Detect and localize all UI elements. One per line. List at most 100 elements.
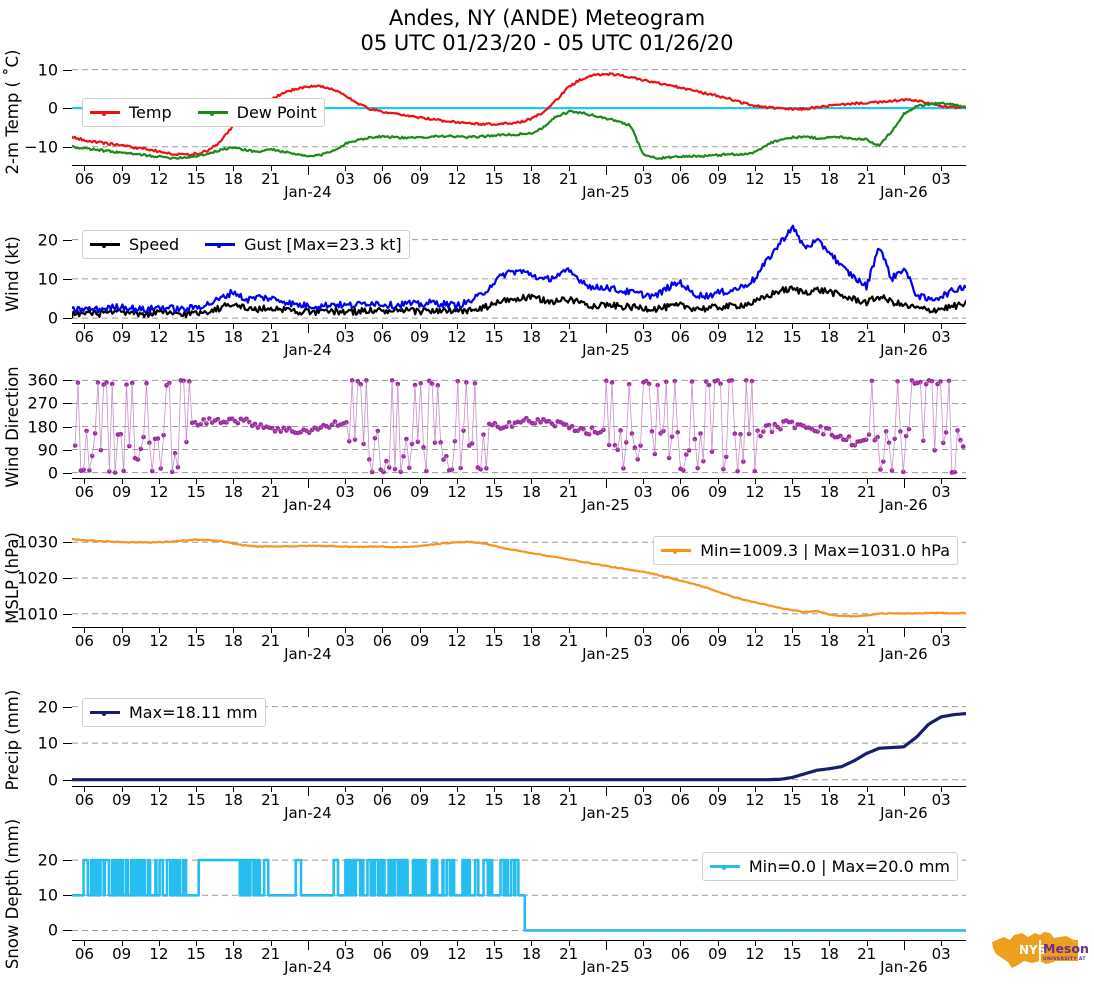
x-tick-hour-label: 03 (931, 945, 951, 963)
legend-precip[interactable]: Max=18.11 mm (82, 698, 266, 727)
plot-area-wind (72, 224, 966, 324)
x-tick-hour-label: 06 (372, 632, 392, 650)
x-tick-mark (643, 166, 645, 171)
x-tick-day-label: Jan-26 (880, 496, 928, 514)
panel-temperature: 2-m Temp ( ˚C) 10 0 −10 06 09 12 15 18 21 Jan-24 03… (0, 50, 1094, 208)
x-tick-mark (270, 324, 272, 329)
legend-mslp[interactable]: Min=1009.3 | Max=1031.0 hPa (653, 536, 958, 565)
y-axis-label-snow-depth: Snow Depth (mm) (3, 818, 22, 969)
x-tick-mark (903, 941, 905, 950)
y-tick-label: 20 (37, 230, 58, 250)
legend-wind[interactable]: Speed Gust [Max=23.3 kt] (82, 230, 410, 259)
x-tick-hour-label: 21 (261, 945, 281, 963)
x-tick-mark (717, 166, 719, 171)
x-tick-hour-label: 12 (149, 170, 169, 188)
x-tick-hour-label: 21 (261, 328, 281, 346)
x-tick-mark (233, 166, 235, 171)
x-tick-mark (568, 324, 570, 329)
x-tick-mark (941, 787, 943, 792)
y-tick-mark (63, 69, 72, 71)
x-tick-hour-label: 03 (335, 328, 355, 346)
y-tick-label: 1010 (17, 604, 58, 624)
x-tick-mark (419, 628, 421, 633)
x-tick-hour-label: 15 (782, 170, 802, 188)
y-tick-mark (63, 426, 72, 428)
x-tick-hour-label: 09 (410, 170, 430, 188)
x-tick-day-label: Jan-26 (880, 645, 928, 663)
x-tick-mark (307, 787, 309, 796)
logo-tagline-text: UNIVERSITY AT ALBANY (1043, 956, 1088, 962)
x-tick-mark (121, 787, 123, 792)
y-tick-label: 180 (27, 417, 58, 436)
y-tick-label: 0 (47, 463, 58, 483)
x-tick-hour-label: 12 (447, 945, 467, 963)
legend-color-swatch (709, 865, 740, 870)
data-line (72, 224, 966, 314)
x-tick-hour-label: 15 (484, 170, 504, 188)
x-tick-hour-label: 09 (410, 328, 430, 346)
y-tick-mark (63, 706, 72, 708)
y-tick-label: 20 (37, 697, 58, 717)
x-tick-mark (866, 324, 868, 329)
x-tick-mark (84, 166, 86, 171)
x-tick-mark (158, 324, 160, 329)
x-tick-mark (345, 324, 347, 329)
x-tick-day-label: Jan-25 (582, 183, 630, 201)
x-tick-mark (792, 166, 794, 171)
x-tick-mark (531, 941, 533, 946)
x-tick-mark (233, 787, 235, 792)
x-tick-hour-label: 03 (335, 632, 355, 650)
x-tick-hour-label: 06 (372, 483, 392, 501)
x-tick-mark (158, 941, 160, 946)
x-tick-mark (196, 324, 198, 329)
x-tick-hour-label: 09 (410, 483, 430, 501)
x-tick-day-label: Jan-26 (880, 958, 928, 976)
x-tick-mark (866, 941, 868, 946)
x-tick-hour-label: 03 (931, 791, 951, 809)
series-canvas-precip (72, 706, 966, 782)
x-tick-hour-label: 12 (149, 632, 169, 650)
x-tick-mark (494, 628, 496, 633)
panel-precip: Precip (mm) 20 10 0 06 09 12 15 18 21 Jan-24 03 06 09… (0, 689, 1094, 829)
x-tick-hour-label: 09 (112, 791, 132, 809)
x-tick-hour-label: 15 (186, 632, 206, 650)
x-tick-hour-label: 15 (484, 483, 504, 501)
x-tick-day-label: Jan-25 (582, 804, 630, 822)
y-tick-label: 360 (27, 370, 58, 390)
x-tick-mark (792, 324, 794, 329)
logo-graphic: NYS Mesonet UNIVERSITY AT ALBANY (992, 932, 1094, 968)
legend-color-swatch (205, 243, 236, 248)
series-canvas-wind (72, 224, 966, 319)
x-tick-mark (643, 787, 645, 792)
legend-temperature[interactable]: Temp Dew Point (82, 98, 325, 127)
y-tick-mark (63, 472, 72, 474)
x-tick-mark (456, 787, 458, 792)
x-tick-hour-label: 21 (261, 791, 281, 809)
legend-entry: Gust [Max=23.3 kt] (205, 235, 402, 254)
x-tick-day-label: Jan-26 (880, 183, 928, 201)
legend-snow-depth[interactable]: Min=0.0 | Max=20.0 mm (701, 852, 958, 881)
x-tick-hour-label: 21 (559, 632, 579, 650)
x-tick-hour-label: 12 (745, 483, 765, 501)
x-tick-mark (754, 787, 756, 792)
x-tick-mark (345, 941, 347, 946)
legend-label: Min=0.0 | Max=20.0 mm (748, 857, 950, 876)
x-tick-hour-label: 06 (372, 328, 392, 346)
x-tick-mark (382, 628, 384, 633)
legend-color-swatch (90, 243, 120, 248)
y-tick-mark (63, 860, 72, 862)
x-tick-mark (643, 479, 645, 484)
x-tick-mark (568, 941, 570, 946)
wind-direction-points (72, 378, 966, 475)
x-tick-hour-label: 12 (447, 791, 467, 809)
x-tick-mark (419, 166, 421, 171)
x-tick-mark (531, 787, 533, 792)
x-tick-mark (680, 628, 682, 633)
x-tick-mark (531, 324, 533, 329)
x-tick-mark (196, 479, 198, 484)
x-tick-day-label: Jan-24 (284, 645, 332, 663)
x-tick-mark (84, 324, 86, 329)
x-tick-hour-label: 15 (484, 632, 504, 650)
legend-label: Temp (129, 103, 172, 122)
x-tick-hour-label: 06 (74, 632, 94, 650)
